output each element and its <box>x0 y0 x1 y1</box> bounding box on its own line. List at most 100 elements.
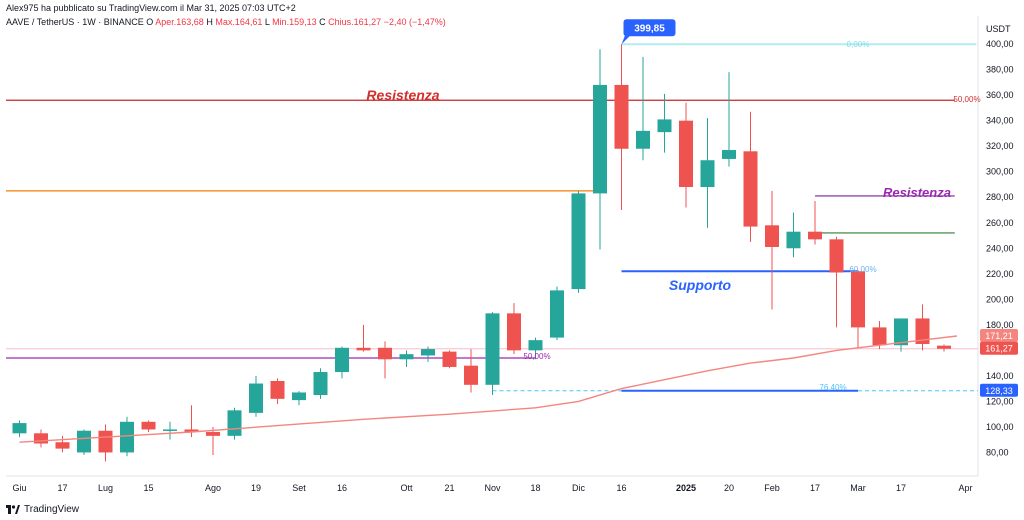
price-tag <box>980 341 1018 355</box>
candle-body[interactable] <box>528 340 543 351</box>
candle-body[interactable] <box>786 231 801 249</box>
candle-body[interactable] <box>292 392 306 401</box>
currency-label: USDT <box>986 24 1011 34</box>
moving-average-line <box>19 335 957 443</box>
high-value: Max.164,61 <box>215 17 263 27</box>
candle-body[interactable] <box>636 130 650 149</box>
price-tag-text: 161,27 <box>985 344 1013 354</box>
y-tick-label: 120,00 <box>986 396 1014 406</box>
x-tick-label: 19 <box>251 483 261 493</box>
fib-label-76: 76,40% <box>819 383 846 392</box>
symbol-name[interactable]: AAVE / TetherUS · 1W · BINANCE <box>6 17 144 27</box>
fib-label-50-top: 50,00% <box>953 95 980 104</box>
high-label: H <box>206 17 213 27</box>
candle-body[interactable] <box>872 327 887 346</box>
label-resistenza-2: Resistenza <box>883 185 951 200</box>
close-label: C <box>319 17 326 27</box>
candle-body[interactable] <box>227 410 242 436</box>
candle-body[interactable] <box>614 84 629 149</box>
high-callout-box[interactable] <box>623 19 676 37</box>
candle-body[interactable] <box>937 345 951 349</box>
fib-label-60: 60,00% <box>849 265 876 274</box>
y-tick-label: 320,00 <box>986 141 1014 151</box>
y-tick-label: 240,00 <box>986 243 1014 253</box>
x-tick-label: 2025 <box>676 483 696 493</box>
x-tick-label: Set <box>292 483 306 493</box>
y-tick-label: 280,00 <box>986 192 1014 202</box>
price-tag <box>980 383 1018 397</box>
tradingview-logo[interactable]: TradingView <box>6 504 79 515</box>
candle-body[interactable] <box>270 380 285 399</box>
candle-body[interactable] <box>851 271 865 328</box>
price-tag <box>980 329 1018 343</box>
candle-body[interactable] <box>206 432 220 436</box>
y-tick-label: 100,00 <box>986 422 1014 432</box>
candle-body[interactable] <box>808 231 822 240</box>
candle-body[interactable] <box>399 354 414 360</box>
y-tick-label: 340,00 <box>986 116 1014 126</box>
candle-body[interactable] <box>679 120 693 188</box>
candle-body[interactable] <box>915 318 930 344</box>
x-tick-label: 18 <box>530 483 540 493</box>
candle-body[interactable] <box>120 421 134 453</box>
candle-body[interactable] <box>249 383 263 413</box>
candle-body[interactable] <box>442 351 457 367</box>
candle-body[interactable] <box>507 313 521 351</box>
candle-body[interactable] <box>77 430 91 453</box>
candle-body[interactable] <box>550 290 564 338</box>
candle-body[interactable] <box>464 365 478 385</box>
candle-body[interactable] <box>163 429 177 431</box>
candle-body[interactable] <box>98 430 113 453</box>
candle-body[interactable] <box>485 313 500 385</box>
candle-body[interactable] <box>34 433 48 444</box>
price-tag-text: 128,33 <box>985 386 1013 396</box>
y-tick-label: 180,00 <box>986 320 1014 330</box>
x-tick-label: 16 <box>337 483 347 493</box>
y-tick-label: 80,00 <box>986 447 1009 457</box>
candle-body[interactable] <box>421 349 435 356</box>
candle-body[interactable] <box>722 150 736 159</box>
y-tick-label: 140,00 <box>986 371 1014 381</box>
x-tick-label: 17 <box>896 483 906 493</box>
label-supporto: Supporto <box>669 277 732 293</box>
open-label: O <box>146 17 154 27</box>
fib-label-50-left: 50,00% <box>523 352 550 361</box>
x-tick-label: Feb <box>764 483 780 493</box>
candle-body[interactable] <box>335 347 349 373</box>
candle-body[interactable] <box>657 119 672 133</box>
x-tick-label: 16 <box>616 483 626 493</box>
x-tick-label: 21 <box>444 483 454 493</box>
x-tick-label: Mar <box>850 483 866 493</box>
candle-body[interactable] <box>765 225 779 247</box>
candle-body[interactable] <box>141 421 156 430</box>
low-label: L <box>264 17 270 27</box>
candle-body[interactable] <box>184 429 199 433</box>
candle-body[interactable] <box>12 423 27 434</box>
candle-body[interactable] <box>313 372 328 396</box>
branding-text: TradingView <box>24 504 80 515</box>
candle-body[interactable] <box>743 151 758 227</box>
candle-body[interactable] <box>593 84 607 194</box>
candle-body[interactable] <box>700 160 715 188</box>
candle-body[interactable] <box>829 239 844 273</box>
x-tick-label: 17 <box>810 483 820 493</box>
y-tick-label: 300,00 <box>986 167 1014 177</box>
x-tick-label: Dic <box>572 483 585 493</box>
label-resistenza-1: Resistenza <box>366 87 439 103</box>
candle-body[interactable] <box>378 347 392 360</box>
x-tick-label: 17 <box>57 483 67 493</box>
x-tick-label: 15 <box>143 483 153 493</box>
tradingview-logo-icon <box>6 505 20 514</box>
x-tick-label: Nov <box>484 483 501 493</box>
candle-body[interactable] <box>55 442 70 449</box>
x-tick-label: Ago <box>205 483 221 493</box>
y-tick-label: 400,00 <box>986 39 1014 49</box>
candle-body[interactable] <box>894 318 908 346</box>
candle-body[interactable] <box>356 347 371 351</box>
x-tick-label: Apr <box>958 483 972 493</box>
change-value: −2,40 (−1,47%) <box>383 17 446 27</box>
y-tick-label: 220,00 <box>986 269 1014 279</box>
y-tick-label: 200,00 <box>986 294 1014 304</box>
candle-body[interactable] <box>571 193 586 290</box>
